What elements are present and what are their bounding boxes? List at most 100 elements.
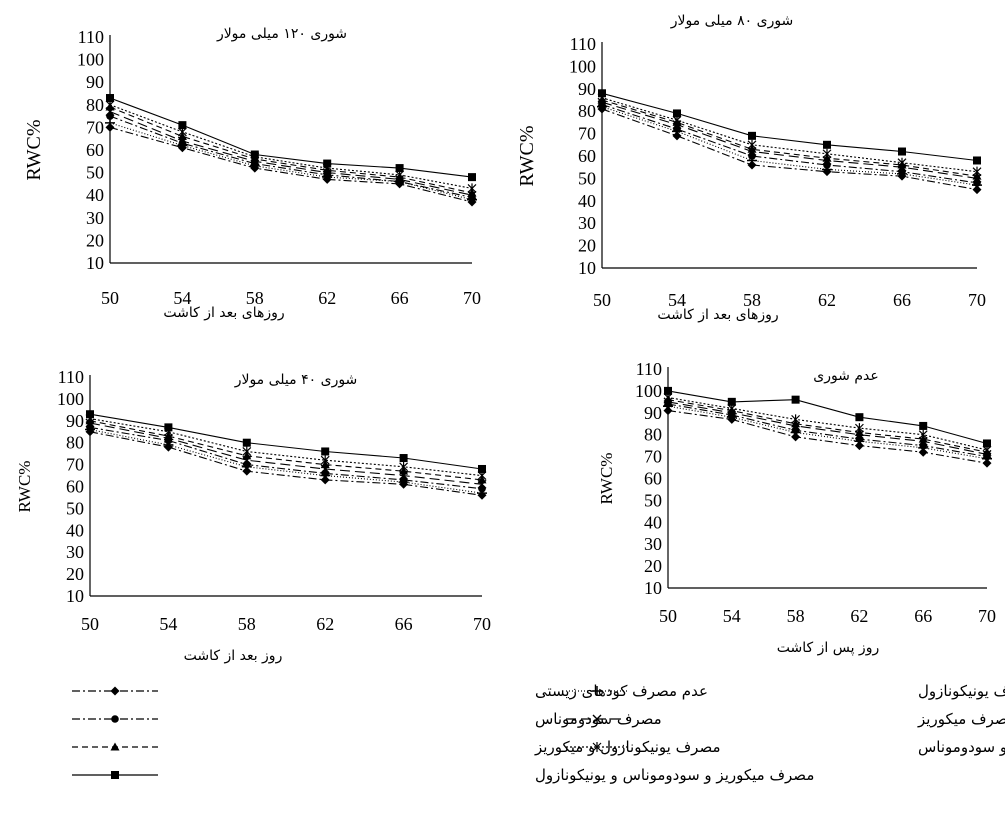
data-point (323, 159, 332, 168)
x-axis-label: روز بعد از کاشت (184, 648, 283, 664)
legend-label: مصرف یونیکونازول (918, 682, 1005, 700)
y-tick-label: 70 (66, 455, 84, 475)
y-tick-label: 110 (78, 27, 104, 47)
series-pseudo (598, 100, 981, 187)
series-uni (597, 101, 982, 191)
series-line (89, 429, 483, 494)
x-tick-label: 58 (246, 288, 264, 308)
data-point (320, 455, 330, 466)
x-axis-label: روز پس از کاشت (777, 640, 879, 656)
y-axis-label: RWC% (15, 461, 34, 513)
y-tick-label: 100 (569, 56, 596, 76)
data-point (468, 173, 476, 182)
data-point (919, 421, 928, 430)
series-none (85, 427, 487, 500)
series-line (601, 106, 978, 186)
legend-item-myco_pseudo: مصرف میکوریز و سودوموناس (566, 738, 1005, 756)
y-tick-label: 100 (77, 50, 104, 70)
y-tick-label: 90 (66, 411, 84, 431)
x-tick-label: 50 (81, 614, 99, 634)
y-tick-label: 40 (66, 520, 84, 540)
y-tick-label: 10 (86, 253, 104, 273)
y-tick-label: 20 (578, 236, 596, 256)
x-tick-label: 62 (316, 614, 334, 634)
y-tick-label: 50 (578, 168, 596, 188)
x-tick-label: 70 (968, 290, 986, 310)
x-tick-label: 70 (978, 606, 996, 626)
data-point (164, 423, 173, 432)
data-point (983, 439, 991, 448)
data-point (673, 109, 681, 118)
series-line (667, 399, 988, 453)
x-axis-label: روزهای بعد از کاشت (657, 307, 778, 323)
data-point (855, 413, 864, 422)
data-point (791, 395, 800, 404)
legend-marker (110, 686, 120, 696)
y-tick-label: 60 (66, 477, 84, 497)
series-line (109, 97, 473, 178)
y-tick-label: 50 (644, 490, 662, 510)
series-line (89, 431, 483, 496)
x-tick-label: 66 (391, 288, 409, 308)
data-point (973, 156, 981, 165)
y-tick-label: 70 (86, 117, 104, 137)
series-all (86, 410, 486, 473)
series-line (667, 405, 988, 460)
x-tick-label: 66 (395, 614, 413, 634)
series-uni (663, 401, 992, 464)
y-tick-label: 30 (86, 208, 104, 228)
data-point (242, 446, 252, 457)
series-line (667, 396, 988, 451)
data-point (727, 397, 736, 406)
y-tick-label: 90 (578, 79, 596, 99)
series-line (601, 97, 978, 173)
y-tick-label: 10 (66, 586, 84, 606)
data-point (395, 164, 404, 173)
chart-title: شوری ۸۰ میلی مولار (670, 13, 794, 29)
x-tick-label: 54 (668, 290, 686, 310)
data-point (897, 157, 907, 168)
data-point (242, 438, 251, 447)
data-point (972, 166, 982, 177)
y-tick-label: 100 (635, 381, 662, 401)
legend-item-none: عدم مصرف کودهای زیستی (72, 682, 708, 700)
x-tick-label: 50 (659, 606, 677, 626)
series-line (109, 104, 473, 189)
x-tick-label: 58 (787, 606, 805, 626)
series-uni (105, 117, 477, 205)
y-tick-label: 80 (644, 425, 662, 445)
series-none (597, 104, 982, 195)
legend-item-all: مصرف میکوریز و سودوموناس و یونیکونازول (72, 766, 814, 784)
y-tick-label: 40 (578, 191, 596, 211)
legend-marker (592, 742, 602, 752)
x-tick-label: 58 (743, 290, 761, 310)
series-all (598, 89, 981, 165)
x-tick-label: 66 (914, 606, 932, 626)
data-point (321, 447, 330, 456)
legend-label: مصرف میکوریز و سودوموناس (918, 738, 1005, 756)
y-tick-label: 90 (86, 72, 104, 92)
series-line (89, 426, 483, 490)
chart-title: شوری ۱۲۰ میلی مولار (216, 26, 347, 42)
y-tick-label: 80 (66, 433, 84, 453)
data-point (467, 183, 477, 194)
data-point (918, 429, 928, 440)
series-line (667, 403, 988, 458)
series-line (109, 126, 473, 203)
y-tick-label: 50 (66, 498, 84, 518)
y-tick-label: 110 (636, 359, 662, 379)
y-tick-label: 10 (578, 258, 596, 278)
x-tick-label: 54 (723, 606, 741, 626)
y-tick-label: 60 (578, 146, 596, 166)
series-myco_pseudo (105, 99, 477, 194)
series-line (601, 103, 978, 184)
series-line (667, 390, 988, 445)
series-line (89, 422, 483, 485)
series-pseudo (86, 423, 486, 493)
series-line (109, 106, 473, 194)
